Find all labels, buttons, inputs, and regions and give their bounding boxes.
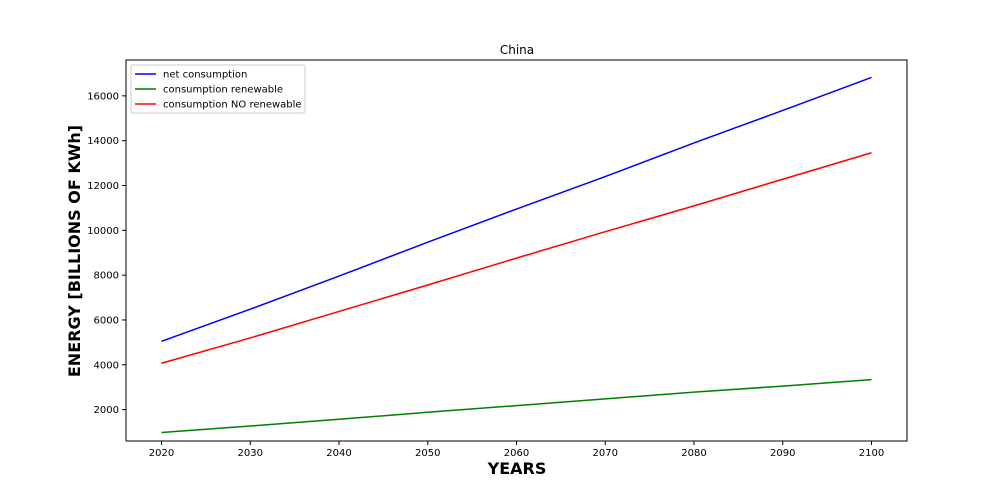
y-tick-label: 14000 <box>87 136 119 147</box>
x-tick-label: 2070 <box>593 448 618 459</box>
x-tick-label: 2100 <box>859 448 884 459</box>
legend-box <box>130 64 306 114</box>
y-tick-label: 12000 <box>87 181 119 192</box>
x-tick-label: 2080 <box>681 448 706 459</box>
legend: net consumption consumption renewable cons… <box>130 64 306 114</box>
y-tick-label: 10000 <box>87 226 119 237</box>
y-tick-label: 16000 <box>87 91 119 102</box>
series-line-0 <box>161 76 872 342</box>
series-lines <box>161 76 872 434</box>
x-tick-label: 2020 <box>149 448 174 459</box>
legend-label: consumption renewable <box>163 85 283 96</box>
x-tick-label: 2030 <box>238 448 263 459</box>
y-tick-label: 2000 <box>94 405 119 416</box>
x-tick-label: 2090 <box>770 448 795 459</box>
series-line-1 <box>161 378 872 434</box>
y-tick-label: 8000 <box>94 271 119 282</box>
x-tick-label: 2060 <box>504 448 529 459</box>
y-tick-label: 6000 <box>94 315 119 326</box>
legend-label: net consumption <box>163 70 247 81</box>
series-line-2 <box>161 152 872 364</box>
x-axis-label: YEARS <box>487 459 547 478</box>
y-tick-label: 4000 <box>94 360 119 371</box>
y-axis-label: ENERGY [BILLIONS OF KWh] <box>65 125 84 377</box>
y-axis: 2000 4000 6000 8000 10000 12000 14000 16000 <box>87 91 126 416</box>
x-tick-label: 2040 <box>326 448 351 459</box>
chart-title: China <box>500 43 534 57</box>
plot-area <box>125 59 908 442</box>
plot-frame <box>125 59 908 442</box>
x-tick-label: 2050 <box>415 448 440 459</box>
x-axis: 2020 2030 2040 2050 2060 2070 2080 2090 2100 <box>149 441 884 459</box>
legend-label: consumption NO renewable <box>163 100 302 111</box>
